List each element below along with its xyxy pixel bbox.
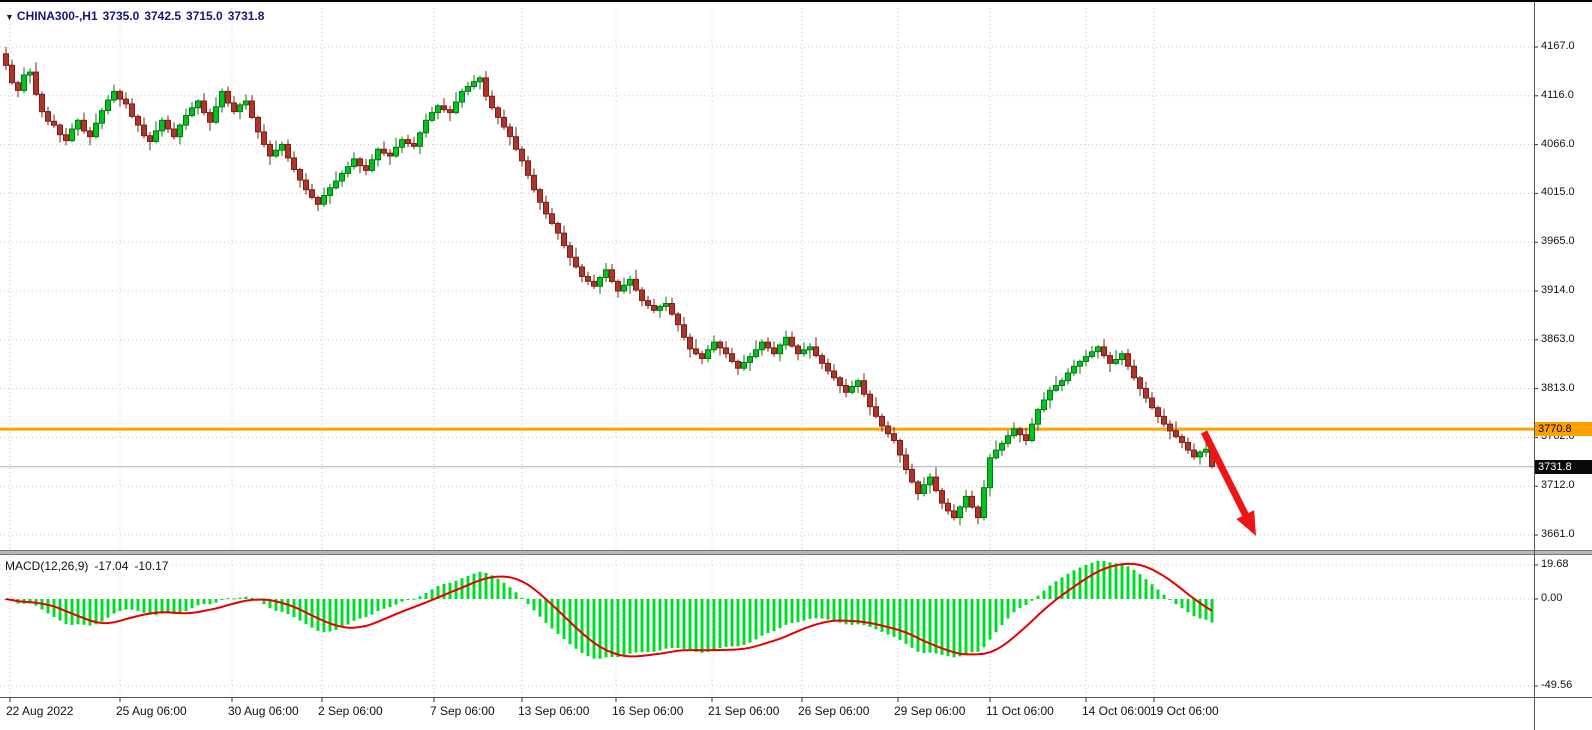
macd-readout: MACD(12,26,9) -17.04 -10.17 [5, 559, 174, 573]
time-axis[interactable] [0, 698, 1592, 730]
macd-value: -17.04 [94, 559, 129, 573]
high-value: 3742.5 [144, 9, 182, 23]
current-price-tag: 3731.8 [1535, 459, 1592, 474]
macd-layer [4, 561, 1214, 659]
price-axis[interactable] [1534, 2, 1592, 698]
close-value: 3731.8 [227, 9, 265, 23]
level-lines-layer [0, 427, 1534, 468]
macd-chart-surface[interactable] [0, 555, 1534, 697]
macd-signal-value: -10.17 [134, 559, 169, 573]
low-value: 3715.0 [186, 9, 223, 23]
macd-label: MACD(12,26,9) [5, 559, 89, 573]
symbol-ohlc-readout: ▼ CHINA300-,H1 3735.0 3742.5 3715.0 3731.8 [5, 9, 269, 23]
trend-arrow-annotation[interactable] [1200, 430, 1256, 536]
price-chart-surface[interactable] [0, 8, 1534, 550]
open-value: 3735.0 [102, 9, 140, 23]
symbol-label: CHINA300-,H1 [16, 9, 98, 23]
orange-price-tag: 3770.8 [1535, 422, 1592, 437]
candlestick-layer [3, 47, 1215, 526]
dropdown-arrow-icon[interactable]: ▼ [5, 12, 14, 22]
